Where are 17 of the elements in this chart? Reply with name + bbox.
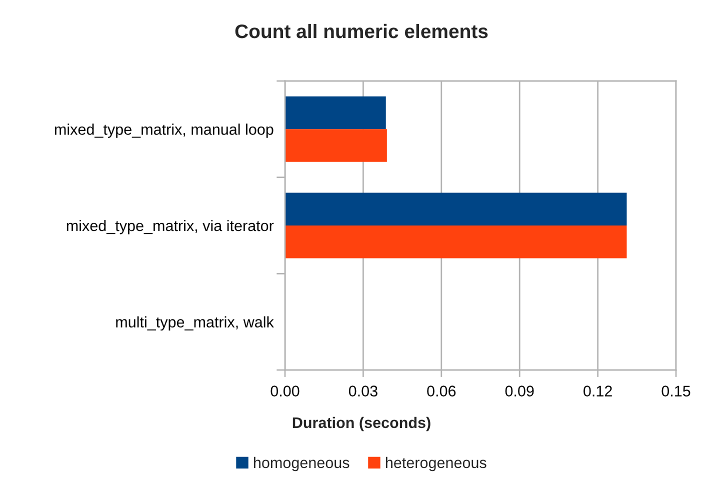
bar: [285, 96, 386, 130]
legend-label: homogeneous: [254, 456, 350, 472]
y-tick-label: multi_type_matrix, walk: [116, 316, 274, 331]
chart-title: Count all numeric elements: [235, 24, 488, 38]
y-tick-label: mixed_type_matrix, manual loop: [54, 124, 274, 138]
x-tick-label: 0.15: [662, 386, 690, 396]
y-tick-label: mixed_type_matrix, via iterator: [66, 220, 274, 234]
x-tick-label: 0.03: [348, 386, 378, 396]
bar: [285, 192, 627, 226]
x-tick-label: 0.00: [270, 386, 300, 396]
x-axis-title: Duration (seconds): [292, 416, 430, 432]
x-tick-label: 0.12: [584, 386, 612, 396]
x-tick-label: 0.06: [427, 386, 456, 396]
legend-label: heterogeneous: [386, 456, 486, 472]
bar: [285, 129, 387, 162]
x-tick-label: 0.09: [505, 386, 534, 396]
bar: [285, 226, 627, 258]
